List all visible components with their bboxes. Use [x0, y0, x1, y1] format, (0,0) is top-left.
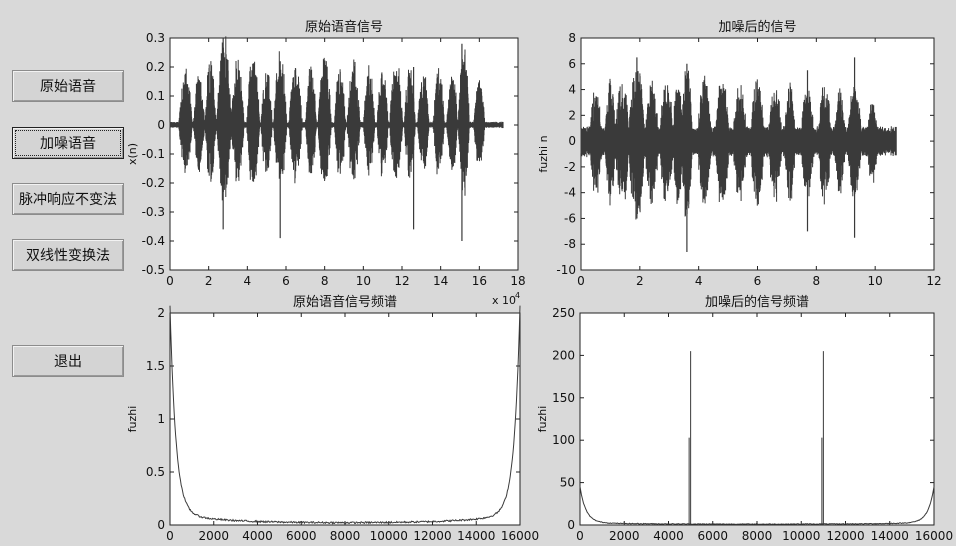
y-tick-label: 0.5: [146, 465, 165, 479]
plot-area: [169, 312, 521, 526]
chart-title: 加噪后的信号: [718, 19, 796, 35]
chart-title: 加噪后的信号频谱: [705, 294, 809, 310]
x-tick-label: 2: [205, 274, 213, 288]
x-tick-label: 14000: [871, 529, 909, 543]
y-tick-label: 150: [552, 391, 575, 405]
x-tick-label: 4000: [242, 529, 273, 543]
y-tick-label: 250: [552, 306, 575, 320]
y-tick-label: 0: [157, 118, 165, 132]
y-axis-label: x(n): [126, 143, 139, 165]
x-axis-multiplier-exponent: 4: [515, 291, 520, 300]
x-tick-label: 2000: [609, 529, 640, 543]
y-tick-label: 100: [552, 433, 575, 447]
y-tick-label: -4: [564, 186, 576, 200]
y-tick-label: 1.5: [146, 359, 165, 373]
spectrum-series: [169, 305, 521, 525]
original-speech-button[interactable]: 原始语音: [12, 70, 124, 102]
exit-button[interactable]: 退出: [12, 345, 124, 377]
x-tick-label: 12: [926, 274, 941, 288]
x-tick-label: 8000: [742, 529, 773, 543]
x-tick-label: 16: [472, 274, 487, 288]
noisy-speech-button[interactable]: 加噪语音: [12, 127, 124, 159]
chart-title: 原始语音信号频谱: [293, 294, 397, 310]
x-tick-label: 8: [813, 274, 821, 288]
impulse-invariance-button[interactable]: 脉冲响应不变法: [12, 183, 124, 215]
bilinear-transform-button[interactable]: 双线性变换法: [12, 239, 124, 271]
y-axis-label: fuzhi: [536, 406, 549, 433]
plot-area: [579, 312, 935, 526]
x-axis-multiplier: x 10: [492, 294, 516, 307]
x-tick-label: 6000: [286, 529, 317, 543]
y-tick-label: 4: [568, 83, 576, 97]
x-tick-label: 14000: [457, 529, 495, 543]
chart-2: 原始语音信号频谱 fuzhi 0 2000 4000 6000 8000 10000 12000…: [126, 294, 539, 543]
x-tick-label: 0: [166, 274, 174, 288]
waveform-series: [580, 60, 896, 220]
y-tick-label: 8: [568, 31, 576, 45]
y-tick-label: -0.1: [142, 147, 165, 161]
x-tick-label: 4: [695, 274, 703, 288]
x-tick-label: 10000: [370, 529, 408, 543]
x-tick-label: 6: [754, 274, 762, 288]
x-tick-label: 0: [577, 274, 585, 288]
chart-1: 加噪后的信号 fuzhi n 0 2 4 6 8 10 12 -10 -8 -6 -4 -2 0 2 4 6 8: [537, 19, 942, 288]
x-tick-label: 2: [636, 274, 644, 288]
x-tick-label: 14: [433, 274, 448, 288]
x-tick-label: 12: [394, 274, 409, 288]
y-tick-label: -0.5: [142, 263, 165, 277]
y-tick-label: -0.3: [142, 205, 165, 219]
y-tick-label: -6: [564, 211, 576, 225]
y-tick-label: 2: [157, 306, 165, 320]
x-tick-label: 4000: [653, 529, 684, 543]
y-tick-label: 200: [552, 348, 575, 362]
y-tick-label: 50: [560, 476, 575, 490]
x-tick-label: 16000: [501, 529, 539, 543]
y-tick-label: 0: [568, 134, 576, 148]
x-tick-label: 12000: [826, 529, 864, 543]
y-tick-label: 1: [157, 412, 165, 426]
y-tick-label: -8: [564, 237, 576, 251]
x-tick-label: 8000: [330, 529, 361, 543]
y-tick-label: 0: [157, 518, 165, 532]
x-tick-label: 16000: [915, 529, 953, 543]
y-tick-label: 0.1: [146, 89, 165, 103]
x-tick-label: 10000: [782, 529, 820, 543]
y-tick-label: 0: [567, 518, 575, 532]
y-tick-label: 0.2: [146, 60, 165, 74]
spectrum-series: [579, 486, 935, 526]
x-tick-label: 0: [576, 529, 584, 543]
y-tick-label: 2: [568, 108, 576, 122]
chart-0: 原始语音信号 x(n) 0 2 4 6 8 10 12 14 16 18 -0.5 -0.4 -0.3 -0.…: [126, 19, 526, 307]
y-tick-label: -0.2: [142, 176, 165, 190]
x-tick-label: 6: [282, 274, 290, 288]
x-tick-label: 0: [166, 529, 174, 543]
y-axis-label: fuzhi: [126, 406, 139, 433]
x-tick-label: 4: [244, 274, 252, 288]
x-tick-label: 10: [356, 274, 371, 288]
x-tick-label: 2000: [198, 529, 229, 543]
x-tick-label: 12000: [413, 529, 451, 543]
chart-title: 原始语音信号: [305, 19, 383, 35]
y-tick-label: -10: [556, 263, 576, 277]
y-tick-label: -2: [564, 160, 576, 174]
x-tick-label: 6000: [697, 529, 728, 543]
y-tick-label: 0.3: [146, 31, 165, 45]
y-tick-label: -0.4: [142, 234, 165, 248]
y-tick-label: 6: [568, 57, 576, 71]
x-tick-label: 10: [868, 274, 883, 288]
x-tick-label: 8: [321, 274, 329, 288]
y-axis-label: fuzhi n: [537, 135, 550, 172]
x-tick-label: 18: [510, 274, 525, 288]
